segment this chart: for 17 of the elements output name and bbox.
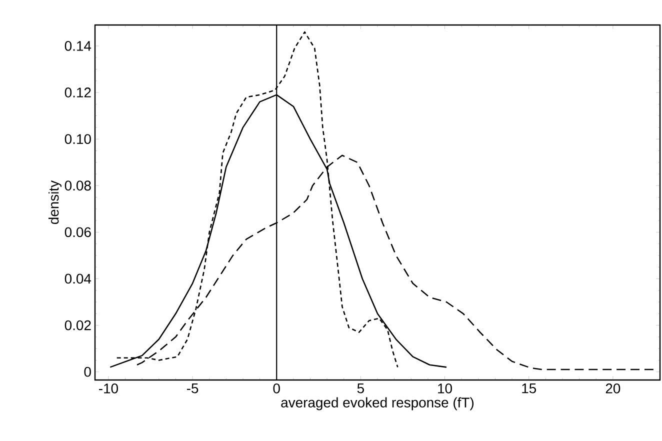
- y-tick-label: 0.12: [64, 88, 91, 98]
- x-tick-label: 10: [438, 384, 452, 394]
- x-tick-label: -10: [99, 384, 118, 394]
- x-tick-label: 20: [606, 384, 620, 394]
- y-axis-title: density: [48, 180, 62, 224]
- y-tick-label: 0.08: [64, 180, 91, 191]
- x-tick-label: 15: [522, 384, 536, 394]
- y-tick-label: 0.04: [64, 274, 92, 284]
- y-tick-label: 0.10: [64, 134, 91, 144]
- y-tick-label: 0.14: [64, 41, 92, 51]
- x-tick-label: -5: [186, 384, 198, 394]
- y-tick-label: 0.02: [64, 320, 91, 330]
- x-axis-title: averaged evoked response (fT): [281, 397, 474, 410]
- x-tick-label: 5: [357, 384, 364, 394]
- y-tick-label: 0: [84, 366, 91, 377]
- x-tick-label: 0: [273, 384, 280, 394]
- y-tick-label: 0.06: [64, 227, 91, 238]
